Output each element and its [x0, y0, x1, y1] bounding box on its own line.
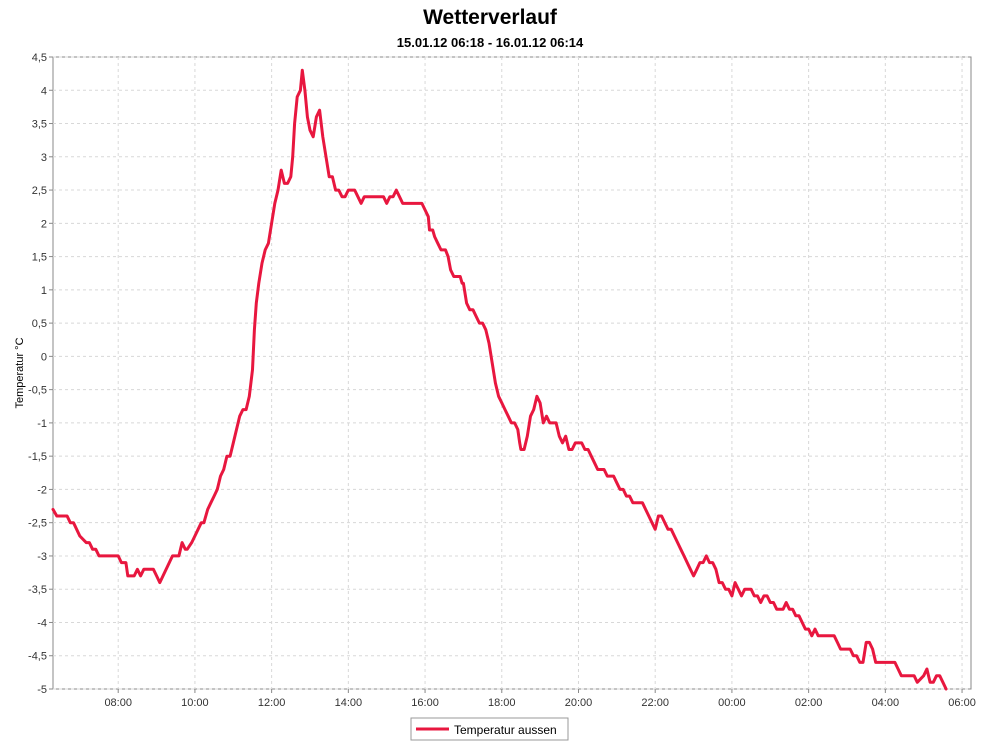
y-tick-label: 4,5	[32, 52, 47, 64]
y-tick-label: 0,5	[32, 318, 47, 330]
y-tick-label: -5	[37, 684, 47, 696]
x-tick-label: 12:00	[258, 697, 286, 709]
y-tick-label: -2,5	[28, 518, 47, 530]
y-axis-label: Temperatur °C	[14, 337, 26, 408]
y-tick-label: -1,5	[28, 451, 47, 463]
grid	[53, 56, 971, 690]
y-tick-label: -3	[37, 551, 47, 563]
series-group	[51, 68, 948, 691]
series-line-temperatur-aussen	[51, 68, 948, 691]
x-tick-label: 08:00	[104, 697, 132, 709]
y-tick-label: 3	[41, 152, 47, 164]
y-tick-label: -1	[37, 418, 47, 430]
x-tick-label: 04:00	[872, 697, 900, 709]
legend: Temperatur aussen	[410, 717, 569, 741]
x-tick-label: 16:00	[411, 697, 439, 709]
x-tick-label: 10:00	[181, 697, 209, 709]
y-tick-label: 1,5	[32, 252, 47, 264]
x-tick-label: 14:00	[335, 697, 363, 709]
y-tick-label: -3,5	[28, 584, 47, 596]
x-axis: 08:00 10:00 12:00 14:00 16:00 18:00 20:00 22:00…	[104, 689, 976, 709]
legend-box	[410, 717, 569, 741]
x-tick-label: 02:00	[795, 697, 823, 709]
y-tick-label: 4	[41, 85, 47, 97]
y-tick-label: 0	[41, 351, 47, 363]
chart-subtitle: 15.01.12 06:18 - 16.01.12 06:14	[397, 35, 584, 50]
legend-label: Temperatur aussen	[454, 723, 557, 737]
x-tick-label: 20:00	[565, 697, 593, 709]
y-tick-label: -4,5	[28, 651, 47, 663]
y-tick-label: -4	[37, 617, 47, 629]
x-tick-label: 06:00	[948, 697, 976, 709]
plot-area	[52, 56, 972, 690]
y-tick-label: 2	[41, 218, 47, 230]
x-tick-label: 00:00	[718, 697, 746, 709]
x-tick-label: 22:00	[641, 697, 669, 709]
y-tick-label: -2	[37, 484, 47, 496]
y-tick-label: -0,5	[28, 385, 47, 397]
chart-title: Wetterverlauf	[423, 6, 558, 29]
y-axis: 4,5 4 3,5 3 2,5 2 1,5 1 0,5 0 -0,5 -1 -1,5 -2 -2,5 -3 -3…	[28, 52, 53, 696]
y-tick-label: 1	[41, 285, 47, 297]
y-tick-label: 2,5	[32, 185, 47, 197]
y-tick-label: 3,5	[32, 119, 47, 131]
x-tick-label: 18:00	[488, 697, 516, 709]
